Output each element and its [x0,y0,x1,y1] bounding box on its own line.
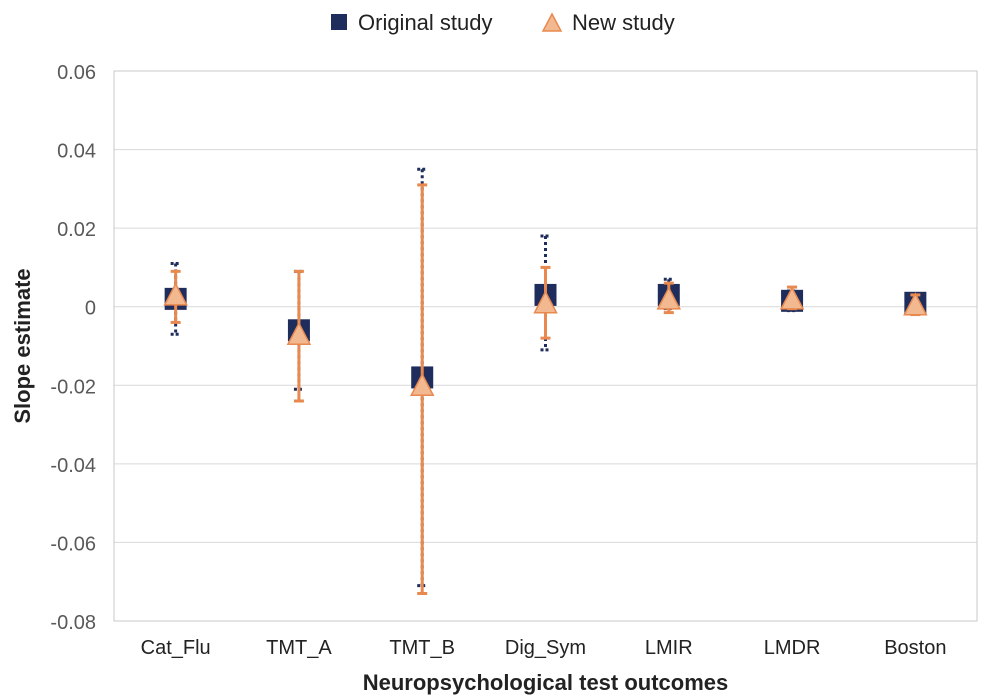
new-study-marker [286,321,312,345]
legend: Original study New study [331,10,675,35]
x-axis-title: Neuropsychological test outcomes [363,670,729,695]
data-markers [163,183,928,595]
new-study-marker [656,286,682,310]
x-tick-label: Boston [884,637,946,659]
x-axis-tick-labels: Cat_Flu TMT_A TMT_B Dig_Sym LMIR LMDR Boston [141,637,947,659]
y-tick-label: -0.08 [50,612,96,634]
y-tick-label: 0.06 [57,62,96,84]
x-tick-label: LMDR [764,637,821,659]
new-study-marker [409,372,435,397]
y-axis-title: Slope estimate [10,268,35,423]
y-tick-label: -0.02 [50,376,96,398]
legend-label-new-study: New study [572,10,675,35]
x-tick-label: TMT_B [389,637,455,659]
y-tick-label: 0.02 [57,219,96,241]
y-tick-label: 0 [85,298,96,320]
error-bars [170,167,921,588]
legend-marker-original-study [331,14,347,30]
y-axis-tick-labels: 0.06 0.04 0.02 0 -0.02 -0.04 -0.06 -0.08 [50,62,96,634]
x-tick-label: LMIR [645,637,693,659]
x-tick-label: Cat_Flu [141,637,211,659]
y-tick-label: 0.04 [57,141,96,163]
new-study-marker [779,286,805,310]
plot-area-frame [113,70,978,622]
legend-marker-new-study [541,12,563,32]
new-study-marker [163,282,188,306]
new-study-marker [903,292,928,316]
x-tick-label: TMT_A [266,637,332,659]
y-tick-label: -0.04 [50,455,96,477]
new-study-marker [533,290,558,314]
x-tick-label: Dig_Sym [505,637,586,659]
gridlines [114,70,977,622]
y-tick-label: -0.06 [50,533,96,555]
legend-label-original-study: Original study [358,10,493,35]
